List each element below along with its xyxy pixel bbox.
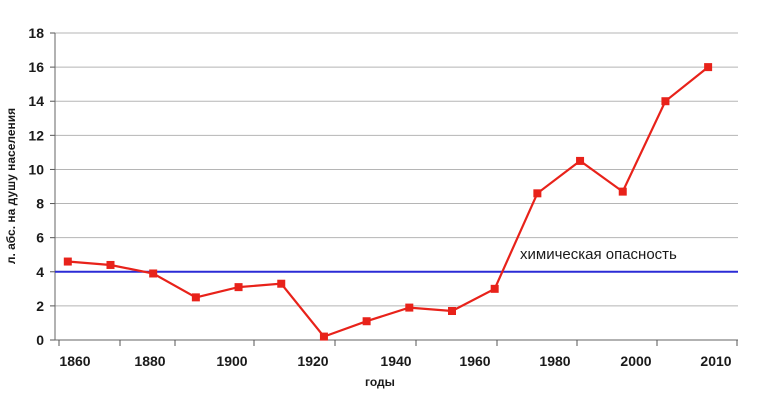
y-tick-label: 8 xyxy=(36,196,44,212)
x-tick-label: 1940 xyxy=(380,353,411,369)
x-tick-label: 2000 xyxy=(620,353,651,369)
data-point-marker xyxy=(447,307,456,316)
y-tick-label: 18 xyxy=(28,25,44,41)
y-tick-label: 10 xyxy=(28,161,44,177)
data-point-marker xyxy=(319,332,328,341)
x-tick-label: 1920 xyxy=(297,353,328,369)
gridlines xyxy=(55,32,738,307)
x-tick-labels: 1860 1880 1900 1920 1940 1960 1980 2000 2010 xyxy=(59,353,731,369)
y-tick-label: 2 xyxy=(36,298,44,314)
data-point-marker xyxy=(533,189,542,198)
series-line xyxy=(67,66,709,338)
y-tick-label: 14 xyxy=(28,93,44,109)
data-point-marker xyxy=(149,269,158,278)
y-tick-label: 6 xyxy=(36,230,44,246)
reference-line-label: химическая опасность xyxy=(520,246,677,263)
data-point-marker xyxy=(63,257,72,266)
data-series xyxy=(63,63,713,341)
y-tick-label: 12 xyxy=(28,127,44,143)
x-tick-label: 1980 xyxy=(539,353,570,369)
x-axis-title: годы xyxy=(365,375,395,389)
data-point-marker xyxy=(405,303,414,312)
data-point-marker xyxy=(277,279,286,288)
data-point-marker xyxy=(576,156,585,165)
x-tick-label: 1960 xyxy=(459,353,490,369)
data-point-marker xyxy=(362,317,371,326)
y-tick-labels: 0 2 4 6 8 10 12 14 16 18 xyxy=(28,25,44,348)
y-tick-label: 16 xyxy=(28,59,44,75)
data-point-marker xyxy=(704,63,713,72)
y-tick-label: 0 xyxy=(36,332,44,348)
data-point-marker xyxy=(618,187,627,196)
y-axis-title: л. абс. на душу населения xyxy=(4,108,18,264)
data-point-marker xyxy=(661,97,670,106)
data-point-marker xyxy=(191,293,200,302)
x-tick-label: 1900 xyxy=(216,353,247,369)
data-point-marker xyxy=(234,283,243,292)
data-point-marker xyxy=(490,284,499,293)
x-tick-label: 1880 xyxy=(134,353,165,369)
data-point-marker xyxy=(106,260,115,269)
y-tick-label: 4 xyxy=(36,264,44,280)
x-tick-label: 1860 xyxy=(59,353,90,369)
x-tick-label: 2010 xyxy=(700,353,731,369)
axes xyxy=(50,32,738,346)
